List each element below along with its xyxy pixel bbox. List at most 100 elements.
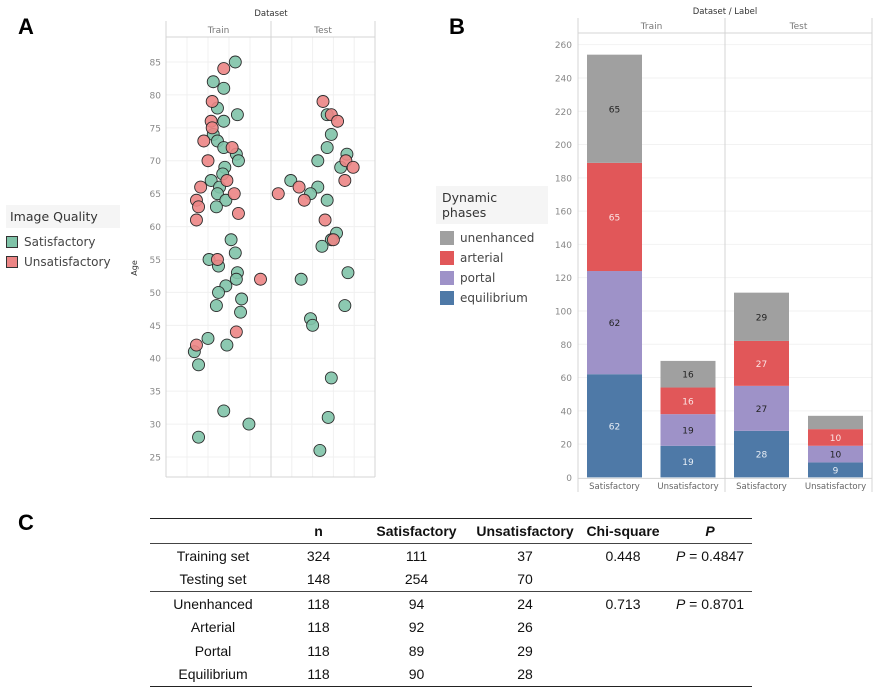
bar-segment-portal (808, 445, 863, 463)
stacked-bar-test-unsatisfactory: 9 10 10 (808, 415, 863, 478)
data-label-equilibrium: 9 (833, 466, 839, 476)
table-header-row: n Satisfactory Unsatisfactory Chi-square… (150, 518, 752, 544)
legend-image-quality: Image Quality Satisfactory Unsatisfactor… (6, 205, 120, 272)
legend-dynamic-phases: Dynamic phases unenhanced arterial porta… (436, 186, 548, 308)
data-label-arterial: 10 (830, 434, 842, 444)
legend-swatch-icon (440, 271, 454, 285)
y-tick-label: 85 (150, 59, 161, 69)
row-label: Portal (194, 642, 232, 659)
bar-segment-equilibrium (734, 430, 789, 478)
scatter-point-satisfactory (209, 299, 223, 313)
facet-label-train: Train (640, 22, 663, 32)
scatter-point-satisfactory (235, 292, 249, 306)
table-cell: 254 (404, 571, 429, 588)
y-tick-label: 60 (150, 223, 162, 233)
scatter-point-unsatisfactory (229, 325, 243, 339)
data-label-unenhanced: 65 (609, 105, 620, 115)
table-cell (578, 568, 668, 592)
table-cell (578, 616, 668, 640)
scatter-point-satisfactory (294, 272, 308, 286)
scatter-point-unsatisfactory (338, 174, 352, 187)
table-cell: 24 (472, 591, 578, 616)
scatter-point-satisfactory (320, 141, 334, 155)
scatter-point-satisfactory (201, 332, 215, 345)
x-tick-label: Unsatisfactory (657, 482, 718, 492)
table-row: Training set 324 111 37 0.448 P = 0.4847 (150, 544, 752, 568)
facet-label-train: Train (207, 26, 230, 36)
chi-square-table: n Satisfactory Unsatisfactory Chi-square… (150, 518, 752, 687)
table-cell: 90 (408, 666, 425, 683)
y-tick-label: 180 (555, 174, 572, 184)
bar-segment-equilibrium (660, 445, 716, 478)
scatter-point-satisfactory (341, 266, 355, 280)
scatter-point-satisfactory (228, 246, 242, 260)
chart-b-title: Dataset / Label (693, 7, 758, 17)
y-tick-label: 55 (150, 256, 161, 266)
legend-swatch-icon (6, 256, 18, 268)
data-label-portal: 10 (830, 451, 842, 461)
legend-item-satisfactory[interactable]: Satisfactory (6, 232, 120, 252)
chart-a-title: Dataset (254, 9, 288, 19)
scatter-point-unsatisfactory (297, 193, 311, 207)
scatter-point-satisfactory (320, 193, 334, 207)
y-tick-label: 220 (555, 108, 572, 118)
scatter-point-unsatisfactory (227, 187, 241, 201)
legend-item-unsatisfactory[interactable]: Unsatisfactory (6, 252, 120, 272)
y-tick-label: 80 (150, 91, 162, 101)
y-tick-label: 260 (555, 41, 572, 51)
bar-segment-equilibrium (587, 374, 642, 478)
col-header-n: n (276, 518, 361, 544)
bar-segment-unenhanced (734, 292, 789, 341)
table-cell: 89 (408, 642, 425, 659)
legend-item-equilibrium[interactable]: equilibrium (436, 288, 548, 308)
scatter-point-satisfactory (324, 127, 338, 141)
y-tick-label: 50 (150, 289, 162, 299)
legend-item-arterial[interactable]: arterial (436, 248, 548, 268)
bar-segment-portal (734, 385, 789, 431)
row-label: Training set (176, 547, 250, 564)
scatter-point-satisfactory (229, 272, 243, 286)
scatter-point-satisfactory (224, 233, 238, 247)
y-tick-label: 140 (555, 241, 572, 251)
table-row: Portal 118 89 29 (150, 639, 752, 663)
scatter-point-satisfactory (192, 358, 206, 372)
scatter-point-unsatisfactory (326, 233, 340, 247)
scatter-point-unsatisfactory (210, 253, 224, 266)
legend-label: Unsatisfactory (24, 255, 111, 269)
y-tick-label: 60 (561, 374, 573, 384)
table-cell: 26 (517, 619, 533, 636)
table-row: Unenhanced 118 94 24 0.713 P = 0.8701 (150, 591, 752, 616)
scatter-point-satisfactory (230, 108, 244, 122)
table-cell: 111 (405, 547, 428, 564)
scatter-point-satisfactory (192, 430, 206, 444)
table-cell: 29 (517, 642, 533, 659)
bar-segment-portal (587, 271, 642, 375)
col-header-chi-square: Chi-square (578, 518, 668, 544)
y-tick-label: 40 (150, 355, 162, 365)
scatter-point-unsatisfactory (189, 338, 203, 352)
bar-segment-arterial (660, 387, 716, 415)
data-label-equilibrium: 28 (756, 451, 768, 461)
scatter-point-unsatisfactory (194, 180, 208, 194)
bar-segment-arterial (587, 162, 642, 272)
legend-item-portal[interactable]: portal (436, 268, 548, 288)
data-label-arterial: 65 (609, 213, 620, 223)
scatter-point-unsatisfactory (205, 121, 219, 135)
table-cell: 28 (517, 666, 533, 683)
y-tick-label: 45 (150, 322, 161, 332)
scatter-point-satisfactory (228, 55, 242, 69)
scatter-point-satisfactory (321, 411, 335, 424)
bar-segment-unenhanced (808, 415, 863, 430)
legend-label: portal (460, 271, 496, 285)
legend-item-unenhanced[interactable]: unenhanced (436, 228, 548, 248)
bar-segment-arterial (808, 429, 863, 446)
data-label-unenhanced: 16 (682, 371, 694, 381)
scatter-chart-age: Dataset Age Train Test 25 30 35 40 45 50 55 60 6… (130, 9, 376, 478)
y-tick-label: 100 (555, 307, 572, 317)
scatter-point-unsatisfactory (220, 174, 234, 187)
y-tick-label: 40 (561, 407, 573, 417)
table-cell: 0.448 (605, 547, 641, 564)
facet-label-test: Test (789, 22, 808, 32)
legend-swatch-icon (440, 231, 454, 245)
stacked-bar-train-unsatisfactory: 19 19 16 16 (660, 360, 716, 478)
